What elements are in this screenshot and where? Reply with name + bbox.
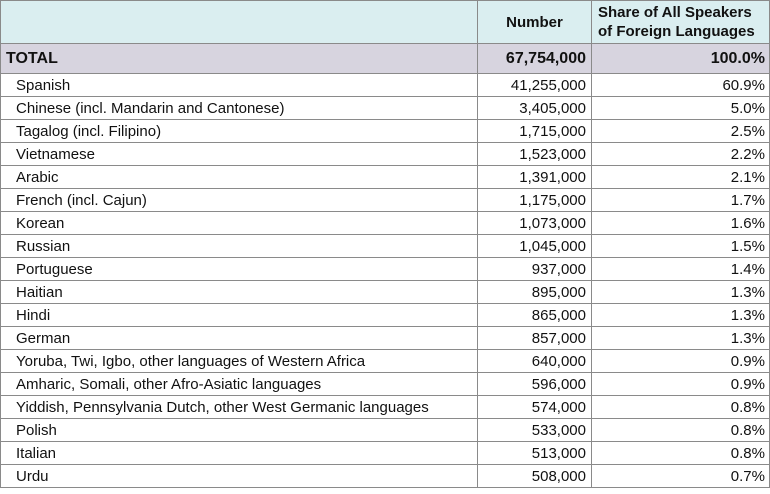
cell-share: 0.9% (591, 372, 770, 396)
header-share-line2: of Foreign Languages (598, 23, 755, 40)
table-row: French (incl. Cajun) 1,175,000 1.7% (0, 188, 770, 212)
cell-number: 895,000 (477, 280, 592, 304)
table-row: Hindi 865,000 1.3% (0, 303, 770, 327)
cell-language: Arabic (0, 165, 478, 189)
table-row: Portuguese 937,000 1.4% (0, 257, 770, 281)
cell-language: Russian (0, 234, 478, 258)
table-row: Chinese (incl. Mandarin and Cantonese) 3,… (0, 96, 770, 120)
cell-share: 1.6% (591, 211, 770, 235)
table-row: Haitian 895,000 1.3% (0, 280, 770, 304)
table-row: Italian 513,000 0.8% (0, 441, 770, 465)
cell-language: Haitian (0, 280, 478, 304)
header-language (0, 0, 478, 44)
table-row: Amharic, Somali, other Afro-Asiatic lang… (0, 372, 770, 396)
table-row: Polish 533,000 0.8% (0, 418, 770, 442)
cell-number: 1,175,000 (477, 188, 592, 212)
cell-language: Portuguese (0, 257, 478, 281)
table-row: Spanish 41,255,000 60.9% (0, 73, 770, 97)
cell-number: 508,000 (477, 464, 592, 488)
cell-share: 5.0% (591, 96, 770, 120)
cell-number: 1,073,000 (477, 211, 592, 235)
cell-language: German (0, 326, 478, 350)
cell-number: 640,000 (477, 349, 592, 373)
cell-language: Urdu (0, 464, 478, 488)
table-row: Tagalog (incl. Filipino) 1,715,000 2.5% (0, 119, 770, 143)
total-label: TOTAL (0, 43, 478, 74)
cell-share: 60.9% (591, 73, 770, 97)
cell-share: 0.7% (591, 464, 770, 488)
table-row: German 857,000 1.3% (0, 326, 770, 350)
header-share-line1: Share of All Speakers (598, 4, 752, 21)
table-row: Korean 1,073,000 1.6% (0, 211, 770, 235)
cell-number: 857,000 (477, 326, 592, 350)
cell-number: 533,000 (477, 418, 592, 442)
cell-number: 3,405,000 (477, 96, 592, 120)
cell-language: Korean (0, 211, 478, 235)
cell-language: Polish (0, 418, 478, 442)
cell-number: 937,000 (477, 257, 592, 281)
table-row: Russian 1,045,000 1.5% (0, 234, 770, 258)
cell-language: Vietnamese (0, 142, 478, 166)
cell-share: 0.8% (591, 395, 770, 419)
cell-share: 0.9% (591, 349, 770, 373)
cell-language: French (incl. Cajun) (0, 188, 478, 212)
cell-share: 1.3% (591, 326, 770, 350)
cell-number: 865,000 (477, 303, 592, 327)
total-number: 67,754,000 (477, 43, 592, 74)
cell-share: 1.3% (591, 303, 770, 327)
cell-share: 2.1% (591, 165, 770, 189)
table-row: Urdu 508,000 0.7% (0, 464, 770, 488)
cell-share: 0.8% (591, 441, 770, 465)
cell-language: Yoruba, Twi, Igbo, other languages of We… (0, 349, 478, 373)
table-row: Yoruba, Twi, Igbo, other languages of We… (0, 349, 770, 373)
cell-number: 1,391,000 (477, 165, 592, 189)
cell-share: 1.5% (591, 234, 770, 258)
cell-share: 2.2% (591, 142, 770, 166)
cell-share: 1.7% (591, 188, 770, 212)
cell-language: Chinese (incl. Mandarin and Cantonese) (0, 96, 478, 120)
cell-number: 1,523,000 (477, 142, 592, 166)
cell-number: 596,000 (477, 372, 592, 396)
cell-share: 2.5% (591, 119, 770, 143)
header-number: Number (477, 0, 592, 44)
table-row: Arabic 1,391,000 2.1% (0, 165, 770, 189)
table-row: Vietnamese 1,523,000 2.2% (0, 142, 770, 166)
cell-share: 1.3% (591, 280, 770, 304)
total-share: 100.0% (591, 43, 770, 74)
cell-language: Amharic, Somali, other Afro-Asiatic lang… (0, 372, 478, 396)
cell-number: 513,000 (477, 441, 592, 465)
total-row: TOTAL 67,754,000 100.0% (0, 43, 770, 74)
cell-language: Hindi (0, 303, 478, 327)
cell-number: 574,000 (477, 395, 592, 419)
table-header-row: Number Share of All Speakers of Foreign … (0, 0, 770, 44)
cell-number: 1,045,000 (477, 234, 592, 258)
cell-language: Yiddish, Pennsylvania Dutch, other West … (0, 395, 478, 419)
cell-share: 0.8% (591, 418, 770, 442)
cell-language: Tagalog (incl. Filipino) (0, 119, 478, 143)
table-row: Yiddish, Pennsylvania Dutch, other West … (0, 395, 770, 419)
cell-language: Italian (0, 441, 478, 465)
cell-number: 41,255,000 (477, 73, 592, 97)
cell-language: Spanish (0, 73, 478, 97)
header-share: Share of All Speakers of Foreign Languag… (591, 0, 770, 44)
cell-share: 1.4% (591, 257, 770, 281)
cell-number: 1,715,000 (477, 119, 592, 143)
